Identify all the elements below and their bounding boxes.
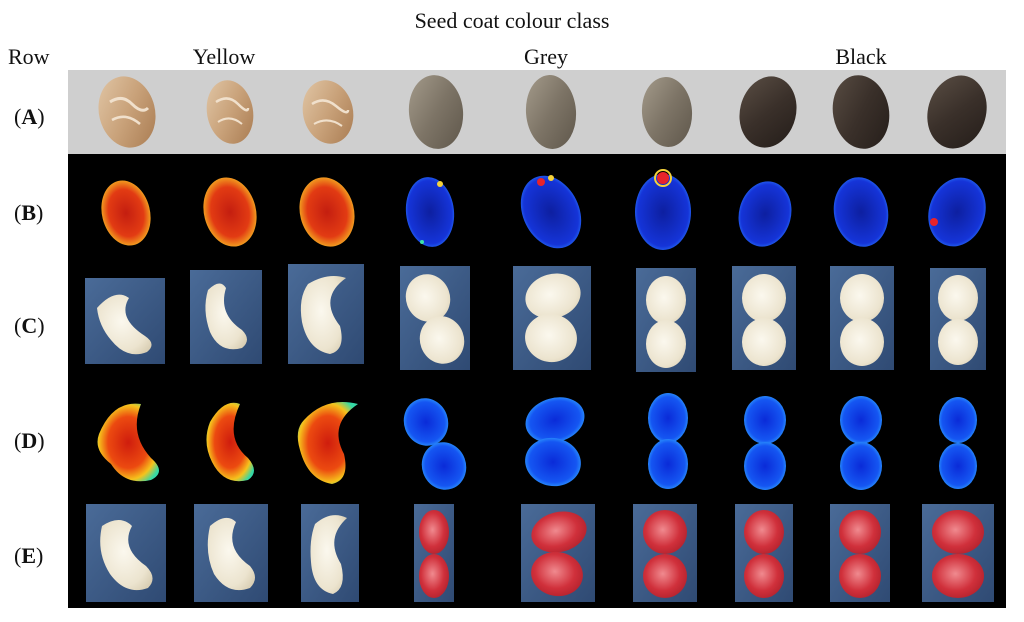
heatmap-b-black-1 bbox=[733, 176, 797, 252]
kernel-e-yellow-1 bbox=[86, 504, 166, 602]
heatmap-d-grey-1 bbox=[398, 392, 472, 496]
seed-a-black-2 bbox=[826, 72, 896, 152]
row-label-c: (C) bbox=[14, 313, 45, 338]
class-label-yellow: Yellow bbox=[192, 44, 256, 69]
class-label-grey: Grey bbox=[524, 44, 568, 69]
heatmap-d-yellow-3 bbox=[288, 390, 366, 492]
seed-a-yellow-3 bbox=[296, 74, 360, 150]
heatmap-d-black-3 bbox=[932, 390, 984, 494]
heatmap-b-black-2 bbox=[828, 172, 894, 252]
seed-a-grey-3 bbox=[636, 72, 698, 152]
heatmap-d-yellow-1 bbox=[85, 394, 169, 490]
kernel-c-yellow-2 bbox=[190, 270, 262, 364]
heatmap-b-yellow-2 bbox=[198, 172, 262, 252]
row-label-b: (B) bbox=[14, 200, 44, 225]
kernel-c-yellow-1 bbox=[85, 278, 165, 364]
seed-a-yellow-2 bbox=[200, 74, 260, 150]
kernel-c-grey-3 bbox=[636, 268, 696, 372]
kernel-c-black-2 bbox=[830, 266, 894, 370]
kernel-c-black-1 bbox=[732, 266, 796, 370]
seed-a-black-1 bbox=[733, 72, 803, 152]
kernel-c-yellow-3 bbox=[288, 264, 364, 364]
heatmap-d-black-1 bbox=[736, 390, 794, 494]
row-label-a: (A) bbox=[14, 104, 45, 129]
heatmap-d-grey-2 bbox=[513, 390, 595, 494]
seed-a-yellow-1 bbox=[92, 72, 162, 152]
kernel-e-grey-2 bbox=[521, 504, 595, 602]
class-label-black: Black bbox=[835, 44, 887, 69]
seed-a-black-3 bbox=[921, 72, 993, 152]
kernel-e-black-3 bbox=[922, 504, 994, 602]
heatmap-d-grey-3 bbox=[640, 388, 696, 494]
kernel-c-grey-1 bbox=[400, 266, 470, 370]
row-label-d: (D) bbox=[14, 428, 45, 453]
heatmap-d-yellow-2 bbox=[190, 392, 266, 492]
heatmap-b-black-3 bbox=[922, 172, 992, 252]
seed-a-grey-1 bbox=[402, 72, 470, 152]
kernel-e-grey-1 bbox=[414, 504, 454, 602]
heatmap-b-grey-1 bbox=[400, 172, 460, 252]
heatmap-b-yellow-3 bbox=[294, 172, 360, 252]
kernel-e-black-2 bbox=[830, 504, 890, 602]
heatmap-b-grey-2 bbox=[515, 168, 587, 254]
kernel-e-black-1 bbox=[735, 504, 793, 602]
heatmap-b-grey-3 bbox=[630, 168, 696, 254]
heatmap-d-black-2 bbox=[832, 390, 890, 494]
figure-title: Seed coat colour class bbox=[414, 8, 610, 33]
kernel-c-grey-2 bbox=[513, 266, 591, 370]
kernel-e-yellow-3 bbox=[301, 504, 359, 602]
kernel-c-black-3 bbox=[930, 268, 986, 370]
heatmap-b-yellow-1 bbox=[96, 175, 156, 251]
seed-a-grey-2 bbox=[520, 72, 582, 152]
row-header: Row bbox=[8, 44, 50, 69]
kernel-e-yellow-2 bbox=[194, 504, 268, 602]
row-label-e: (E) bbox=[14, 543, 44, 568]
kernel-e-grey-3 bbox=[633, 504, 697, 602]
